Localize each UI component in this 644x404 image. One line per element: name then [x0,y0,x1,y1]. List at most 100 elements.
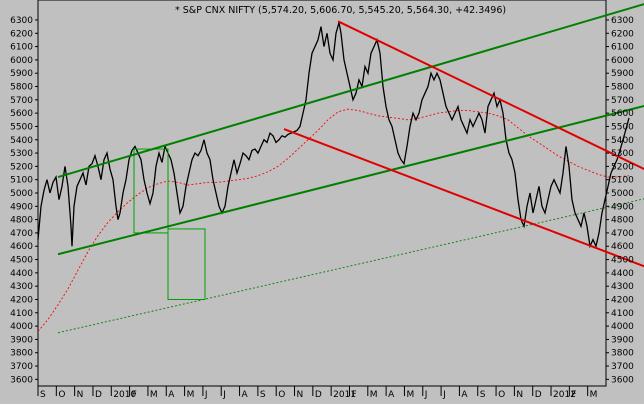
x-tick-label-3: D [95,390,102,400]
right-tick-label-4800: 4800 [611,216,634,226]
right-tick-label-3900: 3900 [611,335,634,345]
left-tick-label-5600: 5600 [10,109,33,119]
chart-title: * S&P CNX NIFTY (5,574.20, 5,606.70, 5,5… [175,5,506,16]
right-tick-label-4900: 4900 [611,202,634,212]
right-tick-label-3800: 3800 [611,349,634,359]
price-line [37,22,630,249]
x-tick-label-21: J [424,390,428,400]
left-tick-label-3600: 3600 [10,375,33,385]
left-tick-label-4600: 4600 [10,242,33,252]
right-tick-label-5700: 5700 [611,96,634,106]
left-tick-label-5700: 5700 [10,96,33,106]
right-tick-label-5400: 5400 [611,136,634,146]
right-tick-label-5300: 5300 [611,149,634,159]
left-tick-label-3900: 3900 [10,335,33,345]
right-tick-label-4400: 4400 [611,269,634,279]
right-tick-label-5500: 5500 [611,122,634,132]
left-tick-label-4300: 4300 [10,282,33,292]
x-tick-label-11: A [242,390,249,400]
x-tick-label-19: A [388,390,395,400]
x-tick-label-7: A [168,390,175,400]
x-tick-label-18: M [370,390,378,400]
x-tick-label-17: F [351,390,356,400]
x-tick-label-26: N [516,390,523,400]
trend-line-red-4 [283,128,644,268]
right-tick-label-3700: 3700 [611,362,634,372]
x-tick-label-22: J [442,390,446,400]
right-tick-label-5200: 5200 [611,162,634,172]
overlay-lines [57,3,644,334]
x-tick-label-0: S [40,390,46,400]
right-tick-label-6200: 6200 [611,29,634,39]
x-tick-label-12: S [260,390,266,400]
left-tick-label-4800: 4800 [10,216,33,226]
x-tick-label-10: J [222,390,226,400]
left-tick-label-5100: 5100 [10,176,33,186]
left-tick-label-4500: 4500 [10,256,33,266]
x-tick-label-16: 2011 [333,390,356,400]
right-tick-label-6300: 6300 [611,16,634,26]
x-tick-label-8: M [187,390,195,400]
x-tick-label-24: S [480,390,486,400]
left-tick-label-5400: 5400 [10,136,33,146]
x-tick-label-30: M [590,390,598,400]
left-tick-label-5300: 5300 [10,149,33,159]
trend-line-dotted-2 [57,198,644,334]
left-tick-label-5800: 5800 [10,83,33,93]
x-tick-label-28: 2012 [553,390,576,400]
x-tick-label-29: F [571,390,576,400]
trend-line-red-3 [337,20,644,171]
right-tick-label-4700: 4700 [611,229,634,239]
left-tick-label-4700: 4700 [10,229,33,239]
x-tick-label-20: M [406,390,414,400]
left-tick-label-5500: 5500 [10,122,33,132]
left-tick-label-6100: 6100 [10,43,33,53]
left-tick-label-5200: 5200 [10,162,33,172]
left-tick-label-4000: 4000 [10,322,33,332]
right-y-axis: 6300 6200 6100 6000 5900 5800 5700 5600 5500 5400… [606,16,634,385]
x-tick-label-14: N [297,390,304,400]
left-tick-label-4900: 4900 [10,202,33,212]
right-tick-label-4500: 4500 [611,256,634,266]
right-tick-label-4300: 4300 [611,282,634,292]
x-tick-label-5: F [132,390,137,400]
right-tick-label-6100: 6100 [611,43,634,53]
x-tick-label-6: M [150,390,158,400]
left-tick-label-5000: 5000 [10,189,33,199]
left-tick-label-6300: 6300 [10,16,33,26]
plot-area [37,0,630,387]
x-tick-label-25: O [498,390,505,400]
right-tick-label-5000: 5000 [611,189,634,199]
right-tick-label-5800: 5800 [611,83,634,93]
left-y-axis: 6300 6200 6100 6000 5900 5800 5700 5600 5500 5400… [10,16,38,385]
annotation-box-1 [167,228,206,300]
left-tick-label-6000: 6000 [10,56,33,66]
x-tick-label-1: O [58,390,65,400]
right-tick-label-4600: 4600 [611,242,634,252]
trend-line-green-0 [57,3,644,178]
x-tick-label-13: O [278,390,285,400]
left-tick-label-3800: 3800 [10,349,33,359]
x-tick-label-9: J [204,390,208,400]
x-tick-label-2: N [77,390,84,400]
left-tick-label-3700: 3700 [10,362,33,372]
right-tick-label-4200: 4200 [611,295,634,305]
right-tick-label-3600: 3600 [611,375,634,385]
left-tick-label-5900: 5900 [10,69,33,79]
left-tick-label-4400: 4400 [10,269,33,279]
right-tick-label-4000: 4000 [611,322,634,332]
left-tick-label-4100: 4100 [10,309,33,319]
x-tick-label-15: D [315,390,322,400]
right-tick-label-5100: 5100 [611,176,634,186]
moving-average-line [37,108,630,332]
left-tick-label-6200: 6200 [10,29,33,39]
left-tick-label-4200: 4200 [10,295,33,305]
plot-frame [37,0,607,387]
right-tick-label-6000: 6000 [611,56,634,66]
x-tick-label-27: D [535,390,542,400]
right-tick-label-5900: 5900 [611,69,634,79]
right-tick-label-4100: 4100 [611,309,634,319]
